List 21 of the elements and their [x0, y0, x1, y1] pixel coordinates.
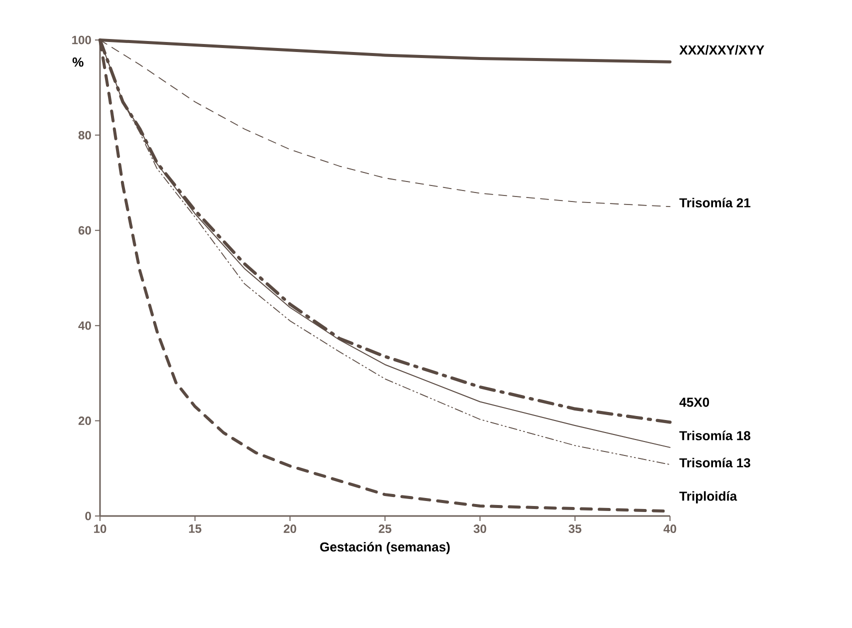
x-tick-label: 25 [378, 524, 392, 534]
x-tick-label: 15 [189, 524, 202, 533]
series-label: Trisomía 13 [679, 458, 750, 468]
x-tick-label: 20 [284, 524, 296, 534]
y-tick-label: 40 [78, 321, 91, 330]
x-tick-label: 40 [664, 524, 676, 534]
y-tick-label: 100 [72, 36, 91, 44]
series-label: 45X0 [679, 398, 710, 407]
y-tick-label: 60 [78, 226, 91, 235]
x-axis-title: Gestación (semanas) [320, 542, 450, 554]
y-tick-label: 20 [78, 416, 91, 426]
y-tick-label: 80 [78, 130, 91, 140]
x-tick-label: 30 [474, 524, 486, 534]
series-label: Triploidía [679, 491, 738, 504]
series-label: Trisomía 21 [679, 198, 750, 208]
x-tick-label: 35 [568, 524, 582, 534]
y-axis-title: % [72, 58, 84, 67]
x-tick-label: 10 [94, 524, 106, 534]
series-label: Trisomía 18 [679, 430, 750, 440]
y-tick-label: 0 [85, 512, 91, 520]
series-label: XXX/XXY/XYY [679, 45, 764, 55]
